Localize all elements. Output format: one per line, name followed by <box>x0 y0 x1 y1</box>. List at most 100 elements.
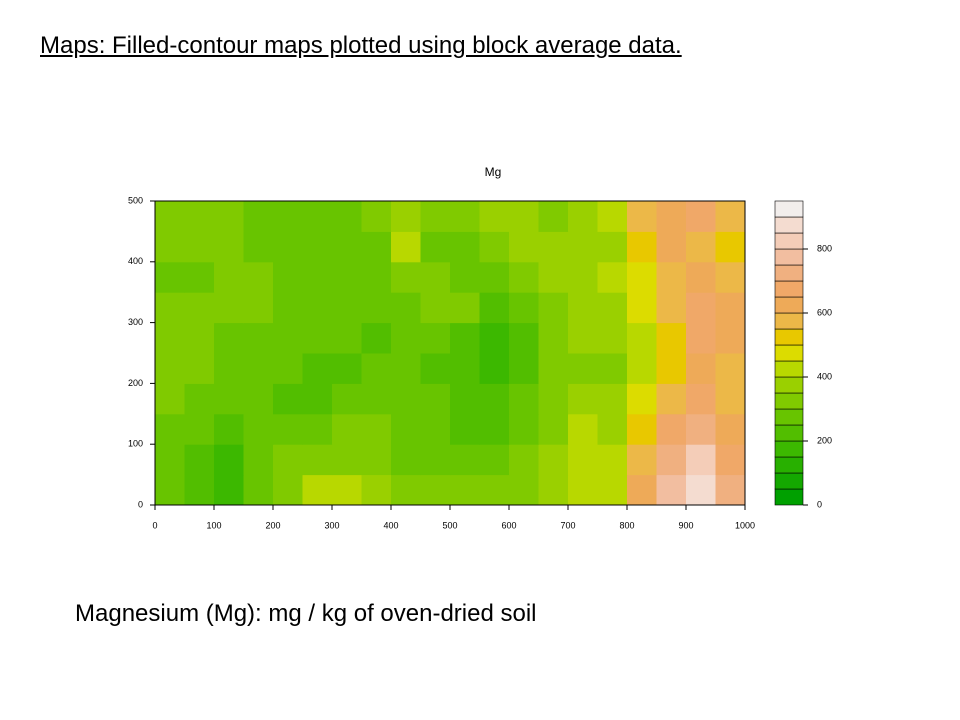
colorbar-band <box>774 216 804 234</box>
contour-cell <box>155 413 185 445</box>
contour-cell <box>568 322 598 354</box>
colorbar-band <box>774 312 804 330</box>
contour-cell <box>302 413 333 445</box>
contour-cell <box>243 322 274 354</box>
contour-cell <box>420 292 451 324</box>
contour-cell <box>479 353 510 384</box>
contour-cell <box>715 292 746 324</box>
x-tick-label: 400 <box>383 520 398 530</box>
contour-cell <box>243 261 274 293</box>
contour-cell <box>538 231 569 263</box>
contour-cell <box>686 353 716 384</box>
contour-cell <box>332 383 362 415</box>
contour-cell <box>538 474 569 506</box>
contour-cell <box>627 474 657 506</box>
contour-cell <box>391 444 421 476</box>
contour-cell <box>420 413 451 445</box>
contour-cell <box>302 444 333 476</box>
contour-cell <box>627 413 657 445</box>
contour-cell <box>538 261 569 293</box>
contour-cell <box>302 231 333 263</box>
contour-cell <box>627 231 657 263</box>
colorbar-band <box>774 280 804 298</box>
contour-cell <box>597 413 628 445</box>
contour-cell <box>656 353 687 384</box>
contour-cell <box>715 201 746 232</box>
contour-cell <box>568 444 598 476</box>
contour-cell <box>686 322 716 354</box>
contour-cell <box>656 322 687 354</box>
contour-cell <box>361 322 392 354</box>
contour-cell <box>420 444 451 476</box>
contour-cell <box>243 231 274 263</box>
contour-cell <box>627 201 657 232</box>
contour-cell <box>184 413 215 445</box>
contour-cell <box>214 353 244 384</box>
contour-cell <box>302 322 333 354</box>
contour-cell <box>509 231 539 263</box>
contour-cell <box>479 201 510 232</box>
contour-cell <box>155 474 185 506</box>
colorbar-band <box>774 200 804 218</box>
contour-cell <box>538 383 569 415</box>
contour-cell <box>391 383 421 415</box>
contour-cell <box>715 261 746 293</box>
contour-cell <box>214 383 244 415</box>
contour-cell <box>243 474 274 506</box>
contour-cell <box>420 353 451 384</box>
x-tick-label: 700 <box>560 520 575 530</box>
contour-cell <box>568 383 598 415</box>
y-tick-label: 0 <box>138 499 143 509</box>
contour-cell <box>686 261 716 293</box>
contour-cell <box>361 383 392 415</box>
contour-cell <box>155 322 185 354</box>
colorbar-band <box>774 264 804 282</box>
contour-cell <box>450 474 480 506</box>
contour-cell <box>597 261 628 293</box>
contour-cell <box>627 322 657 354</box>
contour-cell <box>509 261 539 293</box>
contour-cell <box>214 444 244 476</box>
contour-cell <box>332 201 362 232</box>
contour-cell <box>715 474 746 506</box>
contour-cell <box>479 231 510 263</box>
contour-cell <box>214 413 244 445</box>
contour-cell <box>184 474 215 506</box>
colorbar-band <box>774 392 804 410</box>
colorbar-tick-label: 600 <box>817 307 832 317</box>
contour-cell <box>686 231 716 263</box>
contour-cell <box>656 474 687 506</box>
contour-cell <box>597 353 628 384</box>
contour-cell <box>656 231 687 263</box>
contour-cell <box>243 383 274 415</box>
x-tick-label: 800 <box>619 520 634 530</box>
contour-cell <box>332 292 362 324</box>
contour-cell <box>568 201 598 232</box>
contour-cell <box>420 231 451 263</box>
contour-cell <box>420 322 451 354</box>
contour-cell <box>391 261 421 293</box>
contour-cell <box>656 201 687 232</box>
contour-cell <box>509 383 539 415</box>
contour-cell <box>420 201 451 232</box>
colorbar-band <box>774 408 804 426</box>
contour-cell <box>509 292 539 324</box>
contour-cell <box>155 231 185 263</box>
contour-cell <box>686 383 716 415</box>
contour-cell <box>686 444 716 476</box>
contour-cell <box>568 413 598 445</box>
contour-cell <box>214 322 244 354</box>
chart-title: Mg <box>485 165 502 179</box>
contour-cell <box>155 383 185 415</box>
contour-cell <box>361 231 392 263</box>
contour-cell <box>509 474 539 506</box>
contour-cell <box>656 261 687 293</box>
contour-cell <box>538 322 569 354</box>
contour-cell <box>273 444 303 476</box>
contour-cell <box>538 413 569 445</box>
contour-cell <box>597 474 628 506</box>
contour-cell <box>509 322 539 354</box>
contour-cell <box>302 261 333 293</box>
contour-cell <box>715 353 746 384</box>
